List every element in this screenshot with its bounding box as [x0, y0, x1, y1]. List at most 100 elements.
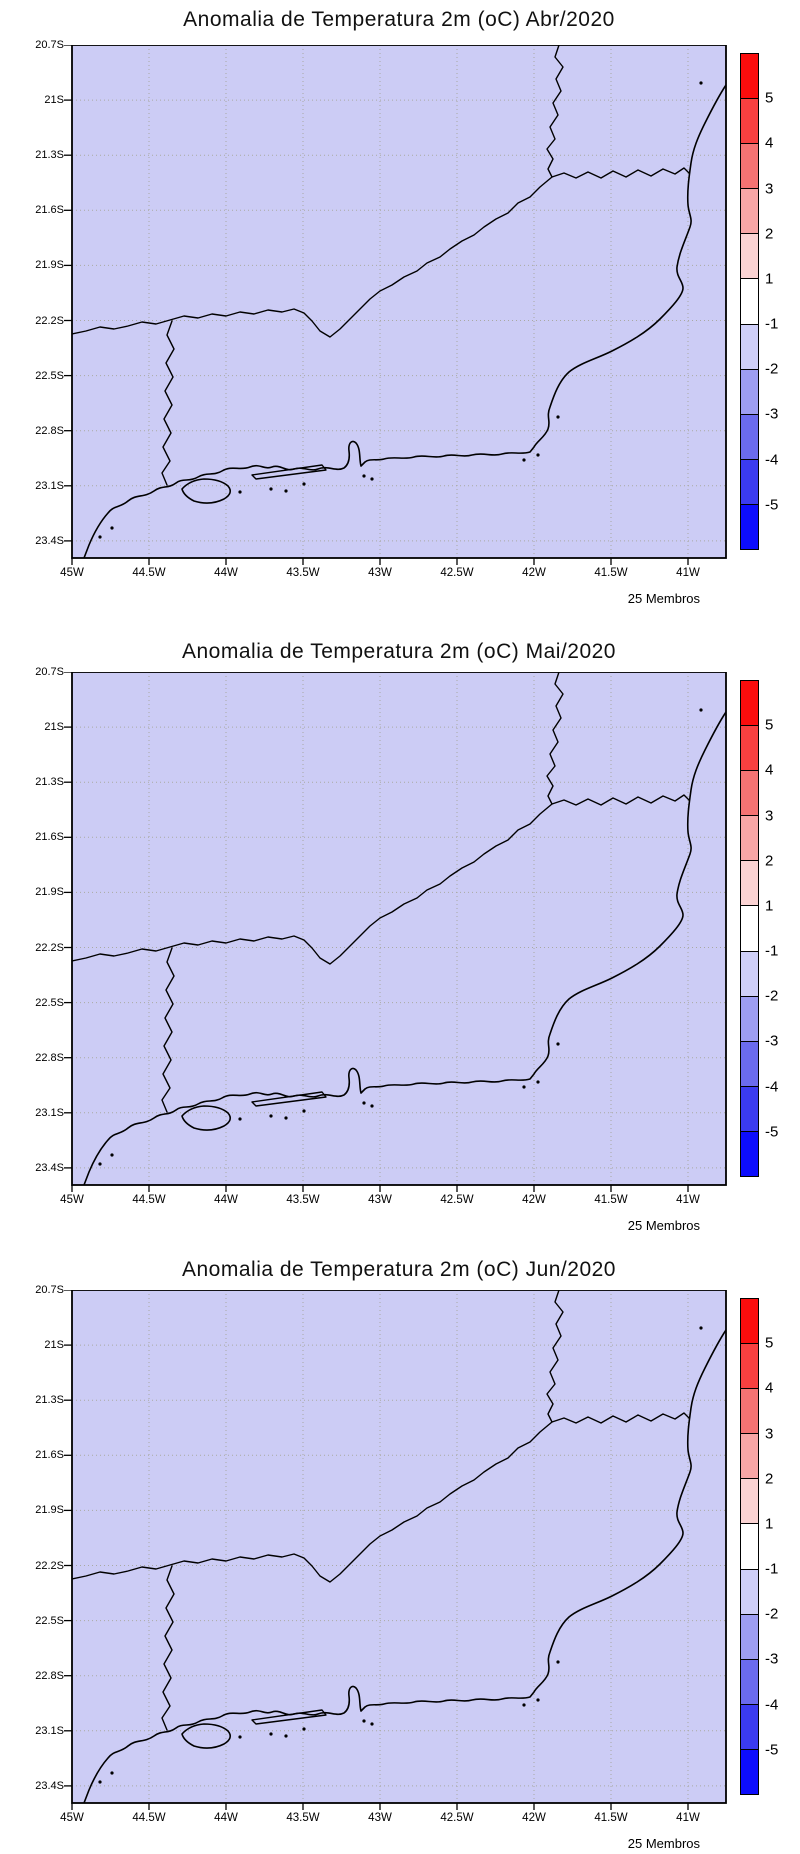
map-frame: [71, 45, 727, 559]
lon-tick-label: 43.5W: [286, 1812, 320, 1824]
colorbar-tick-label: 1: [765, 897, 774, 915]
colorbar-tick-label: -5: [765, 1741, 779, 1759]
lat-tick-label: 23.4S: [35, 1779, 64, 1792]
lat-tick-label: 22.2S: [35, 314, 64, 327]
lat-tick-label: 21.3S: [35, 149, 64, 162]
colorbar-segment: [741, 950, 758, 996]
state-border: [72, 1421, 553, 1583]
lat-tick-label: 23.1S: [35, 479, 64, 492]
colorbar-tick-label: -3: [765, 1032, 779, 1050]
ilha-grande-island: [181, 1105, 232, 1131]
lat-tick-label: 23.1S: [35, 1724, 64, 1737]
colorbar-segment: [741, 995, 758, 1041]
ensemble-members-label: 25 Membros: [627, 1218, 700, 1233]
graticule: [72, 1290, 726, 1803]
lon-tick-label: 43W: [368, 1194, 392, 1206]
ensemble-members-label: 25 Membros: [627, 591, 700, 606]
plot-area: 20.7S 21S 21.3S 21.6S 21.9S 22.2S 22.5S 22.8S 23…: [0, 666, 800, 1236]
lat-tick-label: 22.2S: [35, 941, 64, 954]
lon-tick-label: 44.5W: [132, 1194, 166, 1206]
lon-tick-label: 41.5W: [594, 1194, 628, 1206]
colorbar-segment: [741, 1523, 758, 1569]
colorbar-segment: [741, 1085, 758, 1131]
lon-tick-label: 43.5W: [286, 1194, 320, 1206]
colorbar-tick-label: 3: [765, 1425, 774, 1443]
colorbar-segment: [741, 725, 758, 771]
lat-tick-label: 21.3S: [35, 1394, 64, 1407]
colorbar-tick-label: -1: [765, 942, 779, 960]
colorbar-tick-label: 2: [765, 1470, 774, 1488]
colorbar-segment: [741, 233, 758, 279]
anomaly-map-abr-2020: [64, 45, 727, 565]
coastline: [83, 1329, 726, 1803]
colorbar-segment: [741, 905, 758, 951]
anomaly-map-jun-2020: [64, 1290, 727, 1810]
colorbar-tick-label: 3: [765, 180, 774, 198]
coastline-and-borders: [72, 45, 726, 558]
colorbar-segment: [741, 1040, 758, 1086]
colorbar-tick-label: 2: [765, 225, 774, 243]
colorbar-tick-label: 1: [765, 1515, 774, 1533]
colorbar-tick-label: -3: [765, 1650, 779, 1668]
lon-tick-label: 45W: [60, 1194, 84, 1206]
colorbar-tick-label: -3: [765, 405, 779, 423]
plot-area: 20.7S 21S 21.3S 21.6S 21.9S 22.2S 22.5S 22.8S 23…: [0, 1284, 800, 1854]
lon-tick-label: 42W: [522, 1194, 546, 1206]
colorbar-segment: [741, 98, 758, 144]
panel-jun-2020: Anomalia de Temperatura 2m (oC) Jun/2020…: [0, 1236, 800, 1854]
coastline-and-borders: [72, 672, 726, 1185]
colorbar-segment: [741, 1748, 758, 1795]
lon-tick-label: 41.5W: [594, 1812, 628, 1824]
colorbar-segment: [741, 860, 758, 906]
lat-tick-label: 22.2S: [35, 1559, 64, 1572]
lon-tick-label: 42W: [522, 567, 546, 579]
colorbar-tick-label: 1: [765, 270, 774, 288]
lat-tick-label: 23.4S: [35, 1161, 64, 1174]
colorbar-segment: [741, 1343, 758, 1389]
lon-tick-label: 44.5W: [132, 1812, 166, 1824]
lon-tick-label: 45W: [60, 1812, 84, 1824]
colorbar-tick-label: -2: [765, 1605, 779, 1623]
map-frame: [71, 672, 727, 1186]
state-border: [72, 803, 553, 965]
colorbar-tick-label: 5: [765, 1334, 774, 1352]
lon-tick-label: 42W: [522, 1812, 546, 1824]
colorbar-tick-label: -2: [765, 987, 779, 1005]
colorbar-segment: [741, 1703, 758, 1749]
lat-tick-label: 20.7S: [35, 666, 64, 678]
ensemble-members-label: 25 Membros: [627, 1836, 700, 1851]
lat-tick-label: 21.9S: [35, 886, 64, 899]
colorbar-tick-label: 4: [765, 134, 774, 152]
lat-tick-label: 21.6S: [35, 1449, 64, 1462]
lat-tick-label: 21.9S: [35, 259, 64, 272]
state-border: [161, 947, 175, 1113]
lon-tick-label: 42.5W: [440, 1812, 474, 1824]
colorbar-tick-label: 4: [765, 761, 774, 779]
panel-abr-2020: Anomalia de Temperatura 2m (oC) Abr/2020…: [0, 0, 800, 618]
colorbar-segment: [741, 368, 758, 414]
colorbar-segment: [741, 143, 758, 189]
colorbar-segment: [741, 323, 758, 369]
lon-tick-label: 41W: [676, 1194, 700, 1206]
graticule: [72, 45, 726, 558]
colorbar-segment: [741, 1130, 758, 1177]
lon-tick-label: 42.5W: [440, 1194, 474, 1206]
restinga-spit: [251, 1709, 327, 1725]
lat-tick-label: 22.8S: [35, 424, 64, 437]
colorbar-segment: [741, 458, 758, 504]
colorbar-segment: [741, 1299, 758, 1344]
anomaly-base-field: [72, 45, 726, 558]
colorbar-segment: [741, 1613, 758, 1659]
lon-tick-label: 44.5W: [132, 567, 166, 579]
lon-tick-label: 45W: [60, 567, 84, 579]
colorbar: [740, 680, 759, 1177]
graticule: [72, 672, 726, 1185]
lat-tick-label: 20.7S: [35, 39, 64, 51]
lat-tick-label: 21S: [44, 1339, 64, 1352]
restinga-spit: [251, 464, 327, 480]
lat-tick-label: 21.6S: [35, 204, 64, 217]
lat-tick-label: 23.1S: [35, 1106, 64, 1119]
anomaly-map-mai-2020: [64, 672, 727, 1192]
colorbar-tick-label: -4: [765, 1078, 779, 1096]
colorbar-segment: [741, 1433, 758, 1479]
